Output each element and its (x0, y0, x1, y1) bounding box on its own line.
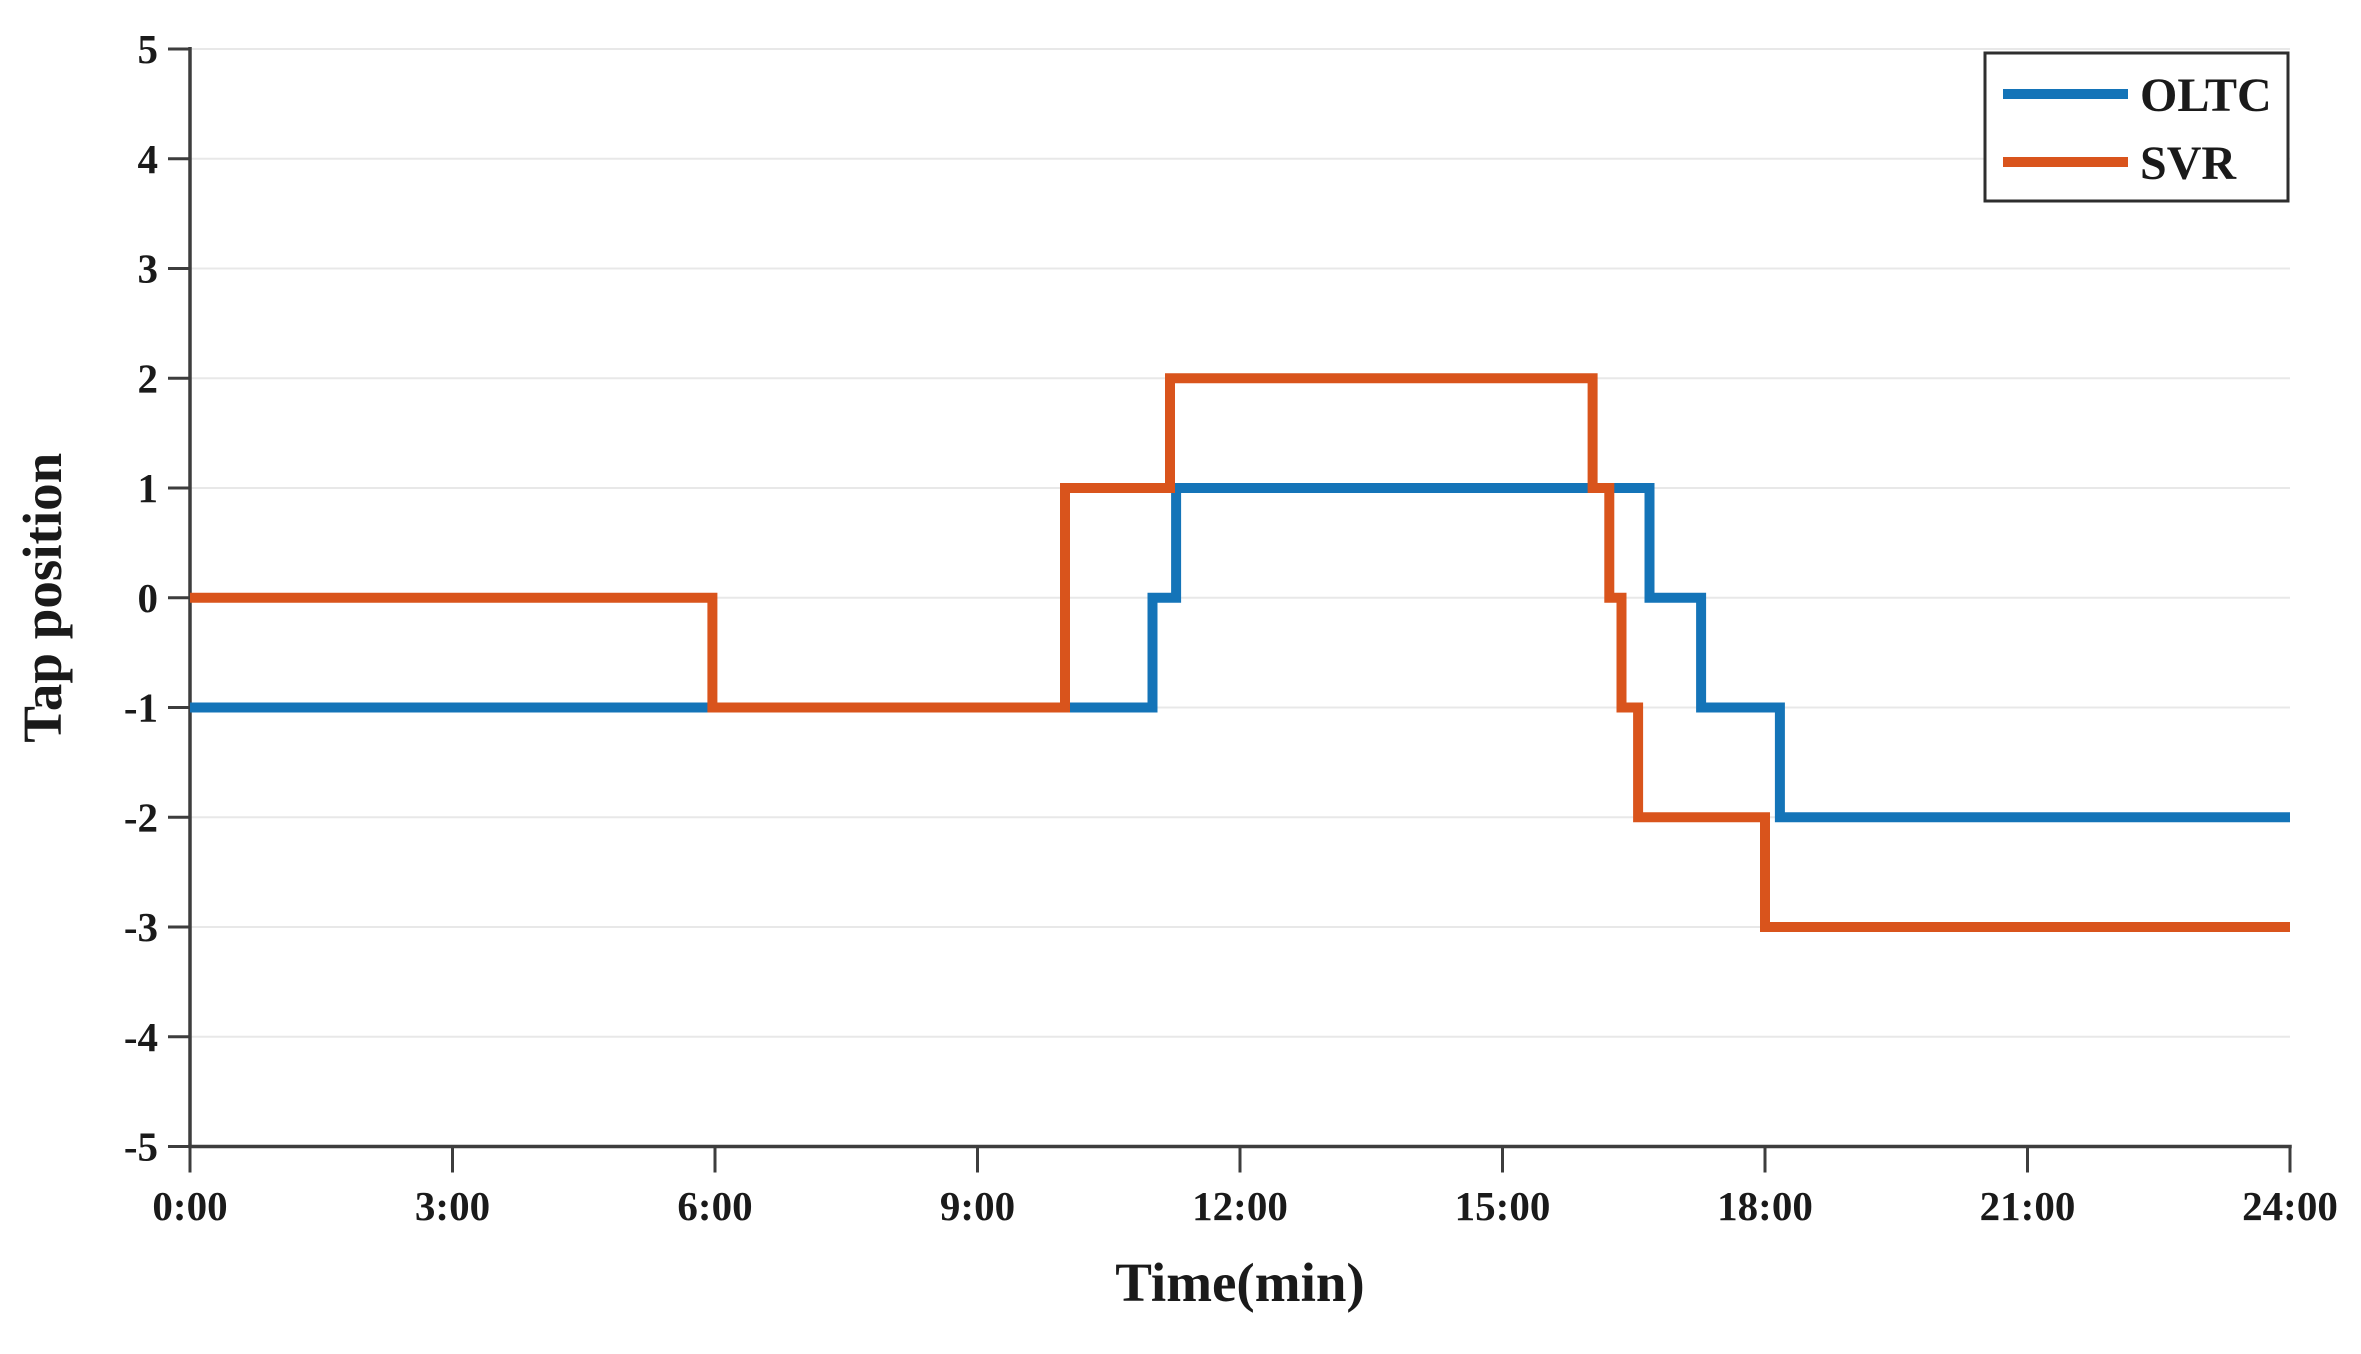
x-tick-label-6: 6:00 (677, 1183, 752, 1229)
y-axis-title: Tap position (12, 453, 73, 743)
legend-label-oltc: OLTC (2140, 69, 2272, 122)
y-tick-label-4: 4 (138, 136, 159, 182)
y-tick-label--5: -5 (124, 1124, 158, 1170)
x-tick-label-18: 18:00 (1717, 1183, 1813, 1229)
legend-box (1983, 51, 2290, 203)
x-tick-label-21: 21:00 (1980, 1183, 2076, 1229)
y-tick-label--1: -1 (124, 685, 158, 731)
series-line-svr (190, 373, 2290, 932)
x-axis-title: Time(min) (1115, 1252, 1365, 1313)
legend-label-svr: SVR (2140, 137, 2237, 190)
y-tick-label-0: 0 (138, 575, 159, 621)
series-line-oltc (190, 483, 2290, 823)
x-tick-label-9: 9:00 (940, 1183, 1015, 1229)
y-tick-label--4: -4 (124, 1014, 158, 1060)
x-tick-label-24: 24:00 (2242, 1183, 2338, 1229)
x-tick-label-3: 3:00 (415, 1183, 490, 1229)
x-tick-label-0: 0:00 (152, 1183, 227, 1229)
y-tick-label-5: 5 (138, 26, 159, 72)
y-tick-label-2: 2 (138, 355, 159, 401)
y-tick-label--2: -2 (124, 794, 158, 840)
y-tick-label-1: 1 (138, 465, 159, 511)
y-tick-label-3: 3 (138, 246, 159, 292)
y-tick-label--3: -3 (124, 904, 158, 950)
x-tick-label-15: 15:00 (1455, 1183, 1551, 1229)
x-tick-label-12: 12:00 (1192, 1183, 1288, 1229)
